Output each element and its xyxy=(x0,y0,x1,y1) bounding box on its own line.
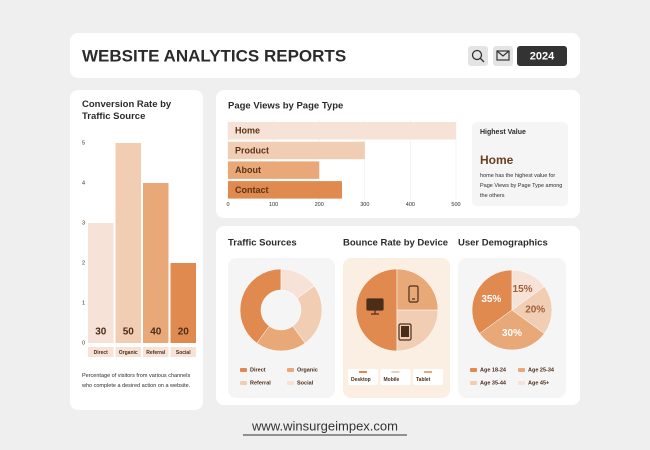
y-tick-label: 2 xyxy=(82,260,85,266)
value-label: 40 xyxy=(150,327,162,338)
chart-title: Conversion Rate by Traffic Source xyxy=(82,99,172,122)
chart-title: Page Views by Page Type xyxy=(228,101,343,112)
chart-title: User Demographics xyxy=(458,238,548,249)
value-label: 30 xyxy=(95,327,107,338)
legend-swatch xyxy=(391,371,400,373)
x-tick-label: 300 xyxy=(360,202,369,208)
device-icons xyxy=(366,285,419,341)
legend-box xyxy=(380,369,411,385)
bar xyxy=(88,223,114,343)
bar xyxy=(228,161,320,179)
legend-label: Age 25-34 xyxy=(528,367,555,373)
value-label: 20% xyxy=(525,305,545,316)
legend-label: Referral xyxy=(250,380,271,386)
category-tag xyxy=(88,347,114,357)
chart-title: Bounce Rate by Device xyxy=(343,238,448,249)
chart-title: Traffic Sources xyxy=(228,238,297,249)
value-label: 20 xyxy=(178,327,190,338)
x-tick-label: Direct xyxy=(94,350,109,356)
x-tick-label: 400 xyxy=(406,202,415,208)
device-icon xyxy=(401,326,409,337)
legend-label: Social xyxy=(297,380,314,386)
device-icon xyxy=(366,298,384,311)
category-tag xyxy=(143,347,169,357)
page-title: WEBSITE ANALYTICS REPORTS xyxy=(82,46,346,65)
y-tick-label: Contact xyxy=(235,185,269,195)
bar xyxy=(115,143,141,343)
x-tick-label: 500 xyxy=(451,202,460,208)
x-tick-label: Social xyxy=(176,350,191,356)
slice xyxy=(396,309,439,352)
device-icon xyxy=(398,323,412,341)
device-icon xyxy=(408,285,419,303)
y-tick-label: Home xyxy=(235,126,260,136)
legend-label: Direct xyxy=(250,367,266,373)
y-tick-label: 1 xyxy=(82,300,85,306)
y-tick-label: 0 xyxy=(82,340,85,346)
legend-label: Tablet xyxy=(416,377,431,383)
highest-value: Home xyxy=(480,153,514,167)
category-tag xyxy=(170,347,196,357)
chart-caption: Percentage of visitors from various chan… xyxy=(82,373,191,389)
highest-value-description: home has the highest value for Page View… xyxy=(480,173,563,199)
slice xyxy=(479,309,545,351)
x-tick-label: 100 xyxy=(269,202,278,208)
legend-label: Age 35-44 xyxy=(480,380,507,386)
y-tick-label: 4 xyxy=(82,180,85,186)
legend-swatch xyxy=(518,368,525,372)
legend-box xyxy=(348,369,378,385)
highest-value-heading: Highest Value xyxy=(480,129,526,136)
slice xyxy=(239,268,282,344)
value-label: 50 xyxy=(123,327,135,338)
legend-swatch xyxy=(287,368,294,372)
y-tick-label: About xyxy=(235,165,261,175)
category-tag xyxy=(115,347,141,357)
slice xyxy=(280,268,315,299)
mail-button[interactable] xyxy=(493,46,513,66)
value-label: 35% xyxy=(481,294,501,305)
legend-label: Mobile xyxy=(384,377,400,383)
legend-swatch xyxy=(240,368,247,372)
year-button[interactable] xyxy=(517,46,567,66)
legend-swatch xyxy=(470,381,477,385)
y-tick-label: 5 xyxy=(82,140,85,146)
year-label[interactable]: 2024 xyxy=(530,50,555,62)
x-tick-label: 200 xyxy=(315,202,324,208)
x-tick-label: 0 xyxy=(226,202,229,208)
bar xyxy=(228,141,365,160)
y-tick-label: Product xyxy=(235,145,269,155)
legend-label: Age 18-24 xyxy=(480,367,507,373)
bar xyxy=(143,183,169,343)
x-tick-label: Organic xyxy=(119,350,138,356)
bar xyxy=(228,181,342,199)
legend-label: Organic xyxy=(297,367,318,373)
legend-swatch xyxy=(359,371,367,373)
legend-label: Age 45+ xyxy=(528,380,549,386)
search-button[interactable] xyxy=(468,46,488,66)
legend-swatch xyxy=(518,381,525,385)
slice xyxy=(471,269,513,334)
footer-url[interactable]: www.winsurgeimpex.com xyxy=(251,418,398,433)
legend-box xyxy=(413,369,443,385)
legend-swatch xyxy=(424,371,432,373)
highest-value-card xyxy=(472,122,568,206)
slice xyxy=(511,269,545,311)
value-label: 30% xyxy=(502,328,522,339)
bar xyxy=(170,263,196,343)
header-card xyxy=(70,33,580,78)
bar xyxy=(228,122,456,140)
legend-swatch xyxy=(240,381,247,385)
y-tick-label: 3 xyxy=(82,220,85,226)
legend-swatch xyxy=(287,381,294,385)
legend-swatch xyxy=(470,368,477,372)
value-label: 15% xyxy=(513,284,533,295)
x-tick-label: Referral xyxy=(146,350,166,356)
legend-label: Desktop xyxy=(351,377,371,383)
slice xyxy=(511,286,553,334)
